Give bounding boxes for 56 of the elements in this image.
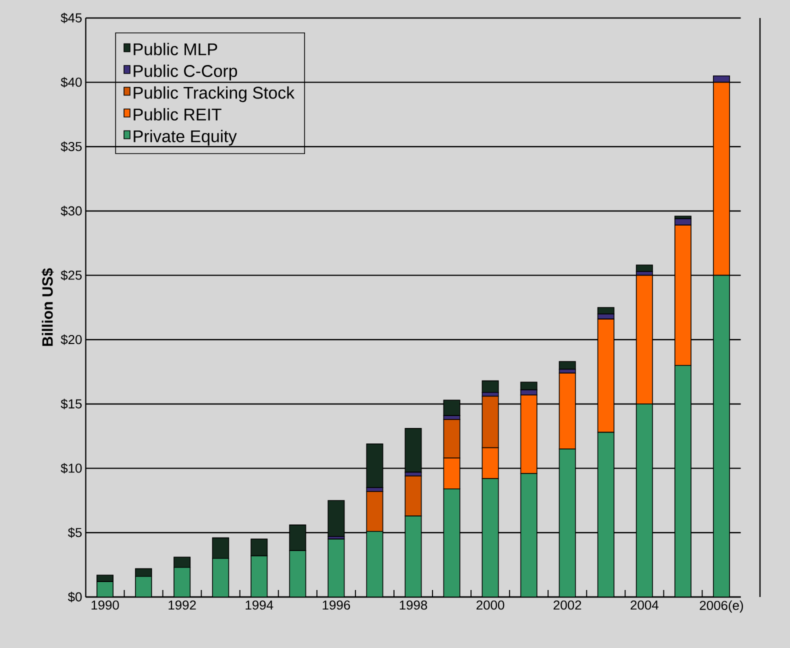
- bar: [674, 364, 692, 597]
- bar: [174, 566, 191, 597]
- legend-label: Private Equity: [134, 130, 237, 146]
- bar: [328, 500, 345, 537]
- legend-label: Public REIT: [134, 108, 222, 121]
- x-tick-label: 2000: [476, 600, 504, 610]
- bar: [636, 404, 653, 597]
- y-tick-label: $35: [60, 141, 82, 152]
- bar: [597, 307, 614, 314]
- legend-label: Public Tracking Stock: [134, 86, 295, 102]
- x-tick-label: 1990: [92, 600, 119, 610]
- bar: [558, 448, 576, 597]
- bar: [212, 558, 230, 597]
- y-tick-label: $30: [60, 206, 82, 216]
- y-axis-title: Billion US$: [42, 268, 54, 346]
- bar: [250, 538, 268, 556]
- bar: [366, 491, 384, 532]
- x-tick-label: 1992: [168, 600, 196, 610]
- bar: [482, 478, 499, 597]
- bar: [250, 555, 268, 597]
- x-tick-label: 1998: [400, 600, 428, 610]
- x-tick-label: 1996: [322, 600, 350, 610]
- y-tick-label: $10: [60, 463, 82, 474]
- bar: [366, 443, 384, 488]
- bar: [443, 488, 460, 597]
- bar: [597, 432, 614, 597]
- y-tick-label: $45: [60, 12, 82, 24]
- bar: [712, 274, 730, 597]
- bar: [558, 372, 576, 450]
- legend-label: Public C-Corp: [134, 64, 238, 80]
- bar: [366, 530, 384, 597]
- bar: [482, 380, 499, 393]
- bar: [558, 361, 576, 370]
- bar: [520, 473, 538, 597]
- bar: [404, 428, 422, 473]
- y-tick-label: $20: [60, 334, 82, 345]
- bar: [404, 476, 422, 516]
- x-tick-label: 2002: [554, 600, 582, 610]
- y-tick-label: $15: [60, 398, 82, 410]
- x-tick-label: 2006(e): [700, 600, 743, 613]
- x-tick-label: 2004: [630, 600, 658, 610]
- bar: [443, 400, 460, 416]
- y-tick-label: $25: [60, 270, 82, 281]
- bar: [289, 524, 306, 552]
- legend-label: Public MLP: [134, 42, 218, 56]
- bar: [520, 382, 538, 390]
- y-tick-label: $0: [68, 592, 82, 602]
- bar: [289, 550, 306, 597]
- bar: [328, 538, 345, 597]
- y-tick-label: $40: [60, 77, 82, 88]
- bar: [636, 264, 653, 272]
- x-tick-label: 1994: [246, 600, 274, 610]
- bar: [212, 537, 230, 559]
- y-tick-label: $5: [68, 527, 82, 538]
- bar: [174, 556, 191, 568]
- bar: [404, 516, 422, 597]
